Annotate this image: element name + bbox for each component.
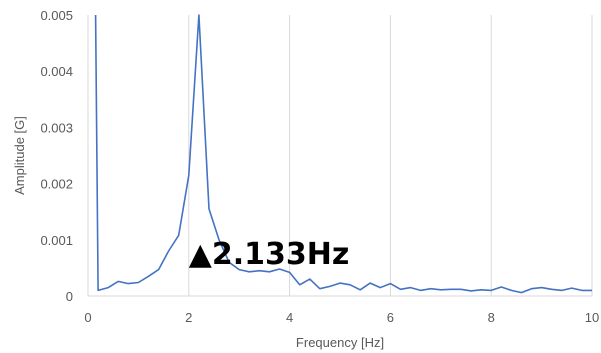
y-axis-ticks: 0 0.001 0.002 0.003 0.004 0.005 [40, 8, 73, 304]
x-tick-label: 8 [488, 310, 495, 325]
y-tick-label: 0 [66, 289, 73, 304]
x-tick-label: 2 [185, 310, 192, 325]
peak-annotation: ▲2.133Hz [189, 237, 350, 272]
y-tick-label: 0.005 [40, 8, 73, 23]
x-tick-label: 10 [585, 310, 599, 325]
y-tick-label: 0.004 [40, 64, 73, 79]
x-tick-label: 4 [286, 310, 293, 325]
x-tick-label: 6 [387, 310, 394, 325]
x-axis-label: Frequency [Hz] [296, 335, 384, 350]
amplitude-series-line [94, 14, 592, 294]
y-tick-label: 0.002 [40, 177, 73, 192]
y-tick-label: 0.003 [40, 120, 73, 135]
y-axis-label: Amplitude [G] [12, 116, 27, 195]
x-tick-label: 0 [84, 310, 91, 325]
x-axis-ticks: 0 2 4 6 8 10 [84, 310, 599, 325]
grid-lines [87, 15, 593, 297]
y-tick-label: 0.001 [40, 233, 73, 248]
